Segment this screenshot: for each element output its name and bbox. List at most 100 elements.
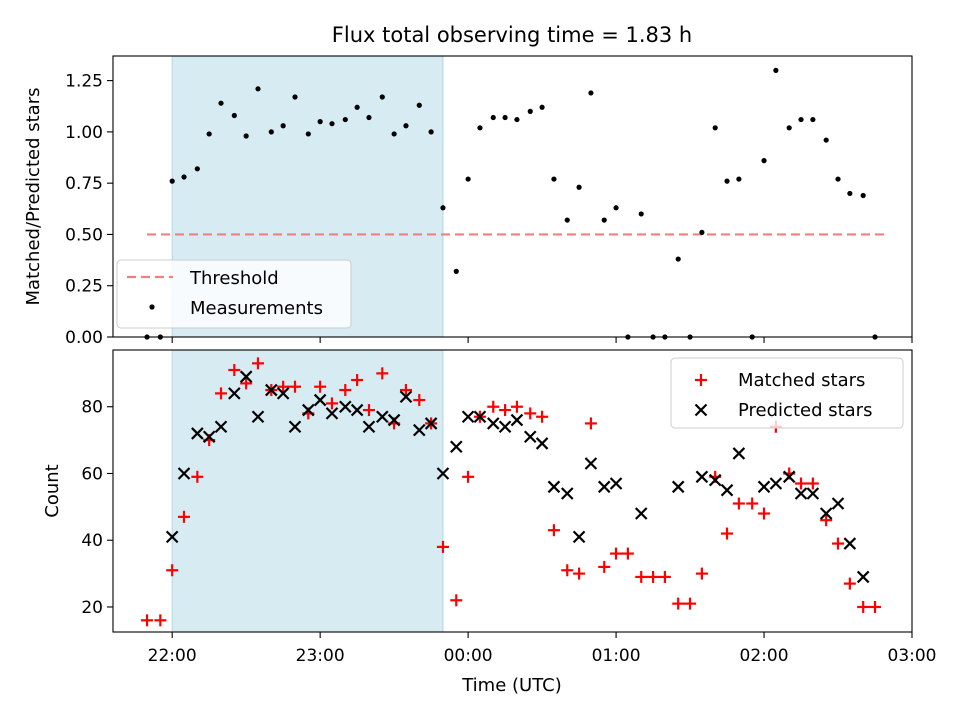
predicted-star-point <box>806 487 820 500</box>
x-axis-label: Time (UTC) <box>461 675 562 696</box>
measurement-point <box>416 102 422 108</box>
matched-star-point <box>869 600 882 613</box>
predicted-star-point <box>535 437 549 450</box>
measurement-point <box>761 158 767 164</box>
legend-matched-label: Matched stars <box>738 370 865 391</box>
matched-star-point <box>376 367 389 380</box>
legend-matched-swatch <box>695 374 707 386</box>
predicted-star-point <box>597 480 611 494</box>
predicted-star-point <box>251 410 265 424</box>
matched-star-point <box>314 380 327 393</box>
ratio-y-axis-label: Matched/Predicted stars <box>23 88 44 306</box>
measurement-point <box>403 123 409 129</box>
matched-star-point <box>325 397 338 410</box>
predicted-star-point <box>399 390 413 403</box>
y-tick-label: 0.50 <box>65 225 103 245</box>
matched-star-point <box>684 597 697 610</box>
legend-predicted-label: Predicted stars <box>738 400 872 421</box>
matched-star-point <box>240 377 253 390</box>
measurement-point <box>551 176 557 182</box>
predicted-star-point <box>523 430 537 444</box>
predicted-star-point <box>276 387 290 400</box>
predicted-star-point <box>362 420 376 434</box>
matched-star-point <box>746 497 759 510</box>
matched-star-point <box>658 570 671 583</box>
matched-star-point <box>832 537 845 550</box>
count-x-axis-ticks: 22:00 23:00 00:00 01:00 02:00 03:00 <box>148 632 937 666</box>
measurement-point <box>255 86 261 92</box>
measurement-point <box>243 133 249 139</box>
matched-star-point <box>547 524 560 537</box>
predicted-star-point <box>177 467 191 480</box>
matched-star-point <box>820 514 833 527</box>
matched-star-point <box>252 357 265 370</box>
matched-star-point <box>487 400 500 413</box>
measurement-point <box>601 217 607 223</box>
legend-plus-marker <box>695 374 707 386</box>
matched-star-point <box>695 567 708 580</box>
measurement-point <box>527 108 533 114</box>
predicted-star-point <box>720 483 734 497</box>
matched-star-point <box>436 540 449 553</box>
legend-x-marker <box>694 403 708 417</box>
x-tick-label: 01:00 <box>592 646 641 666</box>
ratio-panel-frame <box>112 55 913 338</box>
measurement-point <box>181 174 187 180</box>
measurement-point <box>490 114 496 121</box>
measurement-point <box>169 178 175 184</box>
matched-star-point <box>647 570 660 583</box>
measurement-points <box>144 67 878 340</box>
matched-star-point <box>672 597 685 610</box>
predicted-star-point <box>202 430 216 444</box>
predicted-star-point <box>769 477 783 490</box>
measurement-point <box>280 123 286 129</box>
matched-star-point <box>524 407 537 420</box>
predicted-star-point <box>424 417 438 430</box>
measurement-point <box>514 116 520 123</box>
measurement-point <box>231 112 237 119</box>
predicted-star-point <box>265 383 278 397</box>
measurement-point <box>329 121 335 127</box>
matched-star-point <box>351 374 364 387</box>
predicted-star-point <box>843 537 857 550</box>
predicted-star-point <box>165 530 179 544</box>
ratio-legend-box <box>116 259 352 329</box>
y-tick-label: 40 <box>81 531 103 551</box>
predicted-star-point <box>794 487 808 500</box>
measurement-point <box>588 90 594 96</box>
x-tick-label: 03:00 <box>888 646 937 666</box>
measurement-point <box>366 114 372 121</box>
matched-star-point <box>510 400 523 413</box>
matched-star-point <box>154 614 167 627</box>
predicted-star-point <box>461 410 475 424</box>
predicted-star-point <box>387 413 401 427</box>
measurement-point <box>477 125 483 131</box>
measurement-point <box>576 184 582 190</box>
predicted-star-point <box>486 417 500 430</box>
matched-star-point <box>462 470 475 483</box>
y-tick-label: 1.00 <box>65 123 103 143</box>
measurement-point <box>773 67 779 73</box>
matched-star-point <box>721 527 734 540</box>
predicted-star-point <box>339 400 352 414</box>
predicted-star-point <box>757 480 771 494</box>
predicted-stars-points <box>165 370 870 584</box>
predicted-star-point <box>831 497 845 510</box>
y-tick-label: 60 <box>81 464 103 484</box>
x-tick-label: 02:00 <box>740 646 789 666</box>
measurement-point <box>453 268 459 274</box>
y-tick-label: 0.25 <box>65 277 103 297</box>
count-legend-box <box>670 357 904 429</box>
matched-star-point <box>536 410 549 423</box>
y-tick-label: 80 <box>81 398 103 418</box>
matched-star-point <box>857 600 870 613</box>
measurement-point <box>502 114 508 121</box>
ratio-legend: Threshold Measurements <box>116 259 352 329</box>
measurement-point <box>218 100 224 106</box>
matched-star-point <box>806 477 819 490</box>
count-legend: Matched stars Predicted stars <box>670 357 904 429</box>
matched-star-point <box>758 507 771 520</box>
measurement-point <box>810 116 816 123</box>
predicted-star-point <box>510 413 524 427</box>
matched-star-point <box>166 564 179 577</box>
